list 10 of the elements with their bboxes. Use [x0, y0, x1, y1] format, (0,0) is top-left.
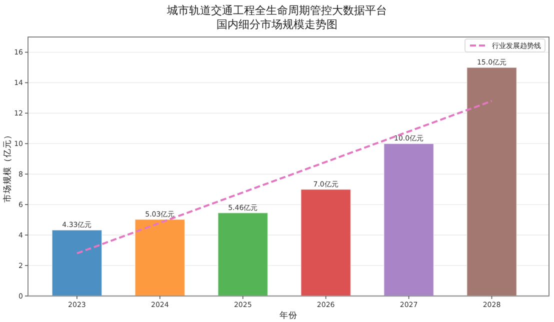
bar: [384, 143, 434, 296]
bar: [218, 212, 268, 296]
bar: [300, 188, 352, 296]
bar: [466, 67, 518, 296]
bar: [52, 230, 102, 296]
y-axis-title: 市场规模（亿元）: [2, 130, 13, 202]
chart-title: 城市轨道交通工程全生命周期管控大数据平台: [166, 4, 387, 17]
bar: [134, 218, 186, 296]
chart-subtitle: 国内细分市场规模走势图: [216, 18, 338, 31]
x-axis-title: 年份: [280, 310, 298, 321]
